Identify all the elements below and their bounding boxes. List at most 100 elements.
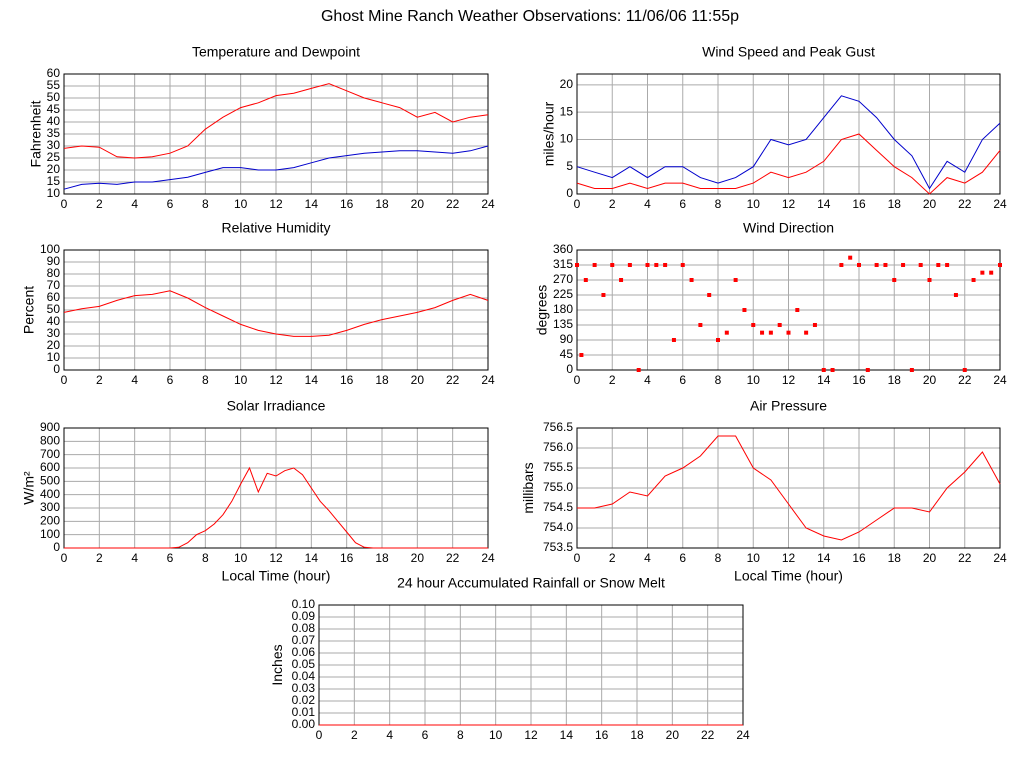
data-point: [857, 263, 861, 267]
plot-frame: [576, 427, 1001, 549]
data-point: [998, 263, 1002, 267]
plot-frame: [576, 73, 1001, 195]
x-tick-label: 22: [446, 551, 460, 565]
data-point: [901, 263, 906, 267]
y-tick-label: 400: [40, 487, 60, 501]
data-point: [627, 263, 632, 267]
y-tick-label: 0: [53, 540, 60, 554]
x-tick-label: 20: [411, 373, 425, 387]
data-point: [865, 368, 870, 372]
y-tick-label: 0: [566, 186, 573, 200]
x-tick-label: 10: [747, 551, 761, 565]
chart-panel: 0.000.010.020.030.040.050.060.070.080.09…: [269, 575, 750, 742]
x-tick-label: 0: [574, 197, 581, 211]
data-point: [751, 323, 756, 327]
y-tick-label: 0.00: [292, 717, 316, 731]
y-tick-label: 0: [566, 362, 573, 376]
data-point: [724, 330, 729, 335]
data-point: [689, 278, 694, 282]
data-point: [821, 368, 826, 372]
data-point: [989, 270, 994, 275]
x-tick-label: 6: [167, 373, 174, 387]
x-tick-label: 24: [993, 551, 1007, 565]
chart-title: Wind Speed and Peak Gust: [702, 44, 875, 60]
x-tick-label: 2: [609, 551, 616, 565]
x-tick-label: 14: [817, 197, 831, 211]
data-point: [671, 338, 676, 342]
y-tick-label: 0.04: [292, 669, 316, 683]
x-tick-label: 18: [375, 197, 389, 211]
data-point: [945, 263, 950, 267]
x-tick-label: 18: [630, 728, 644, 742]
x-tick-label: 10: [234, 197, 248, 211]
chart-title: Relative Humidity: [222, 220, 331, 236]
y-tick-label: 40: [47, 314, 61, 328]
x-tick-label: 24: [481, 197, 495, 211]
x-tick-label: 0: [61, 373, 68, 387]
y-tick-label: 300: [40, 500, 60, 514]
x-tick-label: 6: [679, 373, 686, 387]
data-point: [742, 308, 747, 312]
data-point: [795, 308, 800, 312]
x-tick-label: 14: [817, 551, 831, 565]
x-tick-label: 14: [560, 728, 574, 742]
y-tick-label: 15: [560, 104, 574, 118]
x-tick-label: 20: [666, 728, 680, 742]
y-tick-label: 0: [53, 362, 60, 376]
x-axis-label: Local Time (hour): [734, 568, 843, 584]
y-tick-label: 60: [47, 290, 61, 304]
x-tick-label: 4: [644, 373, 651, 387]
data-point: [707, 293, 712, 297]
x-tick-label: 8: [202, 373, 209, 387]
x-tick-label: 16: [340, 197, 354, 211]
y-tick-label: 20: [560, 77, 574, 91]
data-point: [716, 338, 720, 342]
x-tick-label: 10: [489, 728, 503, 742]
x-tick-label: 18: [888, 373, 902, 387]
y-tick-label: 700: [40, 447, 60, 461]
x-tick-label: 14: [305, 373, 319, 387]
y-axis-label: Fahrenheit: [27, 100, 43, 167]
x-tick-label: 2: [96, 197, 103, 211]
x-tick-label: 0: [61, 197, 68, 211]
x-tick-label: 14: [817, 373, 831, 387]
y-tick-label: 135: [553, 317, 573, 331]
y-tick-label: 900: [40, 420, 60, 434]
data-point: [663, 263, 668, 267]
data-point: [760, 330, 765, 335]
x-axis-label: Local Time (hour): [222, 568, 331, 584]
x-tick-label: 10: [747, 373, 761, 387]
x-tick-label: 14: [305, 197, 319, 211]
x-tick-label: 10: [747, 197, 761, 211]
y-tick-label: 90: [560, 332, 574, 346]
x-tick-label: 4: [386, 728, 393, 742]
y-tick-label: 600: [40, 460, 60, 474]
y-tick-label: 500: [40, 474, 60, 488]
x-tick-label: 4: [131, 373, 138, 387]
data-point: [619, 278, 624, 282]
x-tick-label: 18: [888, 551, 902, 565]
y-tick-label: 100: [40, 527, 60, 541]
data-point: [936, 263, 941, 267]
y-tick-label: 0.08: [292, 621, 316, 635]
data-point: [777, 323, 782, 327]
x-tick-label: 22: [958, 373, 972, 387]
y-tick-label: 754.0: [543, 520, 573, 534]
data-point: [601, 293, 606, 297]
data-line: [576, 133, 1001, 195]
data-point: [579, 353, 584, 357]
chart-title: Temperature and Dewpoint: [192, 44, 360, 60]
y-tick-label: 0.01: [292, 705, 316, 719]
x-tick-label: 4: [131, 551, 138, 565]
y-tick-label: 30: [47, 326, 61, 340]
y-tick-label: 60: [47, 66, 61, 80]
x-tick-label: 6: [679, 551, 686, 565]
x-tick-label: 12: [782, 551, 796, 565]
y-tick-label: 5: [566, 159, 573, 173]
y-tick-label: 0.07: [292, 633, 316, 647]
data-point: [962, 368, 967, 372]
